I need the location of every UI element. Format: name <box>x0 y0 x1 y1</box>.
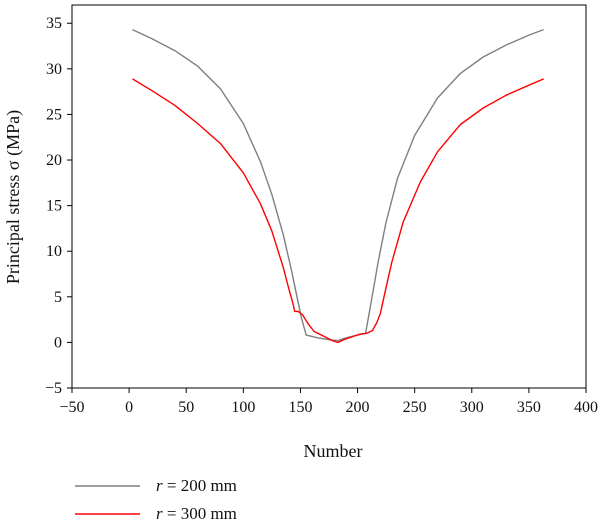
y-tick-label: 30 <box>46 61 62 78</box>
x-tick-label: 100 <box>231 399 255 416</box>
x-tick-label: 200 <box>346 399 370 416</box>
legend-variable: r <box>156 476 163 495</box>
x-tick-label: 0 <box>125 399 133 416</box>
series-line-1 <box>132 28 544 342</box>
y-tick-label: 5 <box>54 289 62 306</box>
x-tick-label: 150 <box>288 399 312 416</box>
legend-value: = 300 mm <box>163 504 237 523</box>
legend-variable: r <box>156 504 163 523</box>
y-tick-label: 20 <box>46 152 62 169</box>
x-tick-label: 250 <box>403 399 427 416</box>
x-axis-label: Number <box>304 441 363 461</box>
y-tick-label: 25 <box>46 106 62 123</box>
x-axis: −50 0 50 100 150 200 250 300 350 400 <box>59 388 598 416</box>
series-layer <box>132 28 544 344</box>
y-axis-label: Principal stress σ (MPa) <box>3 110 24 284</box>
y-tick-label: 35 <box>46 15 62 32</box>
legend-label-2: r = 300 mm <box>156 504 237 523</box>
x-tick-label: 400 <box>574 399 598 416</box>
legend-value: = 200 mm <box>163 476 237 495</box>
y-axis: −5 0 5 10 15 20 25 30 35 <box>45 15 72 397</box>
y-tick-label: −5 <box>45 380 62 397</box>
legend: r = 200 mmr = 300 mm <box>75 476 237 523</box>
x-tick-label: 300 <box>460 399 484 416</box>
plot-frame <box>71 4 587 389</box>
x-tick-label: −50 <box>59 399 84 416</box>
x-tick-label: 50 <box>178 399 194 416</box>
y-tick-label: 0 <box>54 334 62 351</box>
x-tick-label: 350 <box>517 399 541 416</box>
y-tick-label: 15 <box>46 198 62 215</box>
legend-label-1: r = 200 mm <box>156 476 237 495</box>
y-tick-label: 10 <box>46 243 62 260</box>
series-line-2 <box>132 78 544 344</box>
